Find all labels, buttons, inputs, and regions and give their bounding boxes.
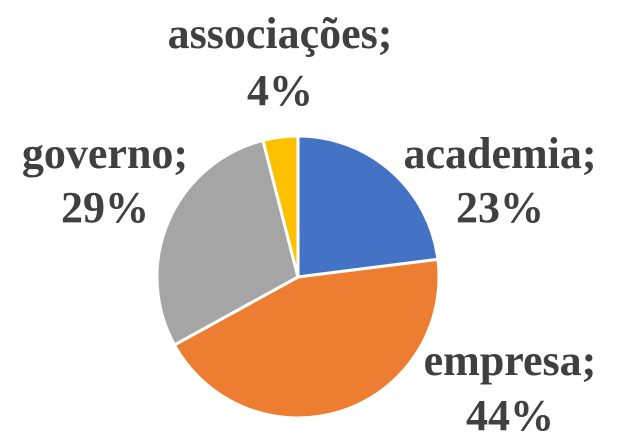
slice-label: governo; xyxy=(22,129,188,178)
slice-value: 23% xyxy=(456,183,544,232)
pie-slice xyxy=(172,257,441,420)
slice-value: 44% xyxy=(466,391,554,434)
slice-label: associações; xyxy=(168,9,393,58)
slice-value: 4% xyxy=(247,66,313,115)
pie-slice xyxy=(296,134,440,279)
slice-value: 29% xyxy=(61,183,149,232)
pie-slice xyxy=(155,138,300,347)
slice-label: empresa; xyxy=(424,336,597,385)
slice-label: academia; xyxy=(403,129,596,178)
pie-slice xyxy=(261,134,300,279)
